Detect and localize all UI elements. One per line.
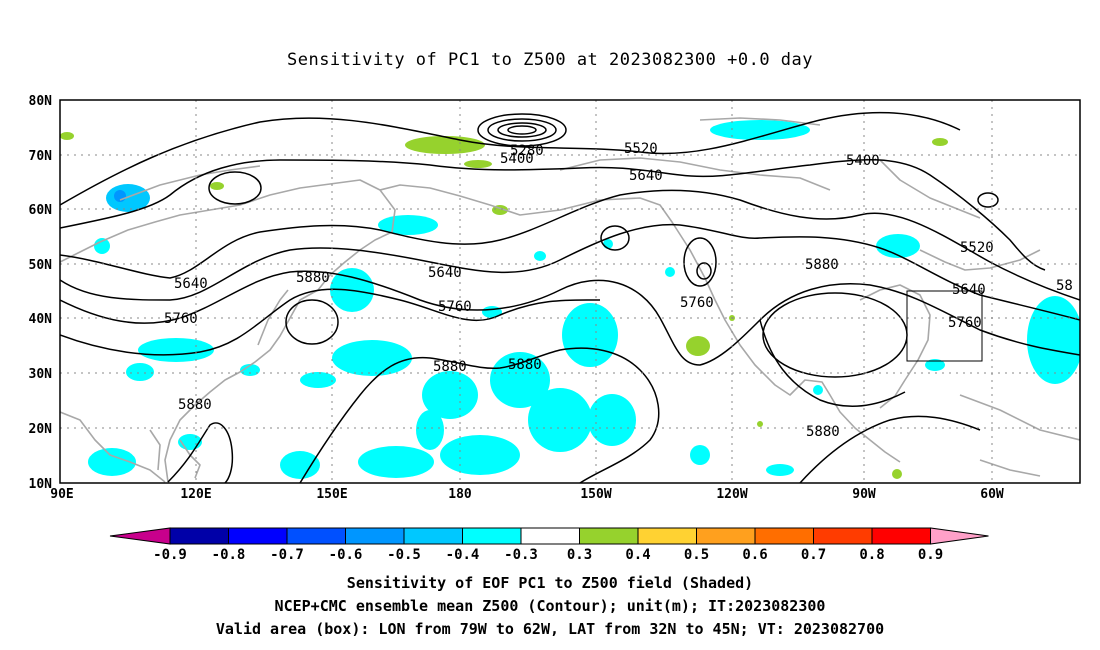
colorbar-swatch (403, 527, 463, 545)
contour-label: 5760 (438, 299, 472, 315)
colorbar-tick-label: -0.9 (153, 547, 187, 563)
contour-label: 5640 (428, 265, 462, 281)
contour-label: 5760 (164, 311, 198, 327)
colorbar-tick-label: -0.4 (446, 547, 480, 563)
contour-label: 5280 (510, 143, 544, 159)
colorbar-right-arrow (930, 527, 989, 545)
colorbar-swatch (520, 527, 580, 545)
lat-tick-label: 20N (29, 422, 53, 437)
valid-area-box (906, 290, 983, 362)
contour-label: 5640 (952, 282, 986, 298)
lat-tick-label: 70N (29, 149, 53, 164)
colorbar-swatch (462, 527, 522, 545)
lat-tick-label: 30N (29, 367, 53, 382)
contour-label: 5640 (629, 168, 663, 184)
contour-label: 5880 (433, 359, 467, 375)
colorbar-tick-label: 0.3 (567, 547, 592, 563)
colorbar-tick-label: -0.5 (387, 547, 421, 563)
colorbar-tick-label: 0.5 (684, 547, 709, 563)
colorbar-swatch (871, 527, 931, 545)
colorbar-tick-label: 0.4 (625, 547, 650, 563)
colorbar: -0.9 -0.8 -0.7 -0.6 -0.5 -0.4 -0.3 0.3 0.4 0.5 0.6… (109, 527, 989, 563)
lat-lon-grid (60, 100, 1080, 483)
colorbar-tick-label: -0.8 (212, 547, 246, 563)
colorbar-tick-label: -0.3 (504, 547, 538, 563)
lon-tick-label: 120E (180, 487, 211, 502)
colorbar-tick-label: 0.8 (859, 547, 884, 563)
lon-tick-label: 180 (448, 487, 472, 502)
lat-tick-label: 60N (29, 203, 53, 218)
contour-label: 5880 (296, 270, 330, 286)
contour-label: 58 (1056, 278, 1073, 294)
colorbar-tick-label: -0.6 (329, 547, 363, 563)
contour-label: 5520 (624, 141, 658, 157)
contour-label: 5760 (680, 295, 714, 311)
caption-line-3: Valid area (box): LON from 79W to 62W, L… (215, 620, 885, 638)
colorbar-swatch (637, 527, 697, 545)
chart-title: Sensitivity of PC1 to Z500 at 2023082300… (286, 50, 813, 70)
colorbar-tick-label: 0.9 (918, 547, 943, 563)
lat-axis: 80N 70N 60N 50N 40N 30N 20N 10N (29, 94, 53, 492)
colorbar-tick-label: 0.6 (742, 547, 767, 563)
colorbar-swatch (228, 527, 288, 545)
colorbar-swatch (345, 527, 405, 545)
colorbar-swatch (169, 527, 229, 545)
contour-label: 5640 (174, 276, 208, 292)
lon-tick-label: 120W (716, 487, 747, 502)
lon-tick-label: 150E (316, 487, 347, 502)
lon-tick-label: 150W (580, 487, 611, 502)
contour-label: 5400 (500, 151, 534, 167)
colorbar-swatch (286, 527, 346, 545)
colorbar-swatch (696, 527, 756, 545)
colorbar-tick-label: -0.7 (270, 547, 304, 563)
caption-line-1: Sensitivity of EOF PC1 to Z500 field (Sh… (346, 574, 754, 592)
lon-axis: 90E 120E 150E 180 150W 120W 90W 60W (50, 487, 1004, 502)
z500-contours (60, 111, 1080, 483)
colorbar-swatch (813, 527, 873, 545)
contour-label: 5880 (805, 257, 839, 273)
caption-line-2: NCEP+CMC ensemble mean Z500 (Contour); u… (274, 597, 826, 615)
contour-label: 5520 (960, 240, 994, 256)
positive-sensitivity-shading (60, 132, 948, 479)
colorbar-swatch (754, 527, 814, 545)
contour-label-group: 5280 5400 5520 5640 5400 5640 5520 5880 … (164, 141, 1073, 440)
lon-tick-label: 60W (980, 487, 1004, 502)
lon-tick-label: 90E (50, 487, 73, 502)
lat-tick-label: 80N (29, 94, 53, 109)
contour-label: 5760 (948, 315, 982, 331)
colorbar-left-arrow (109, 527, 171, 545)
colorbar-swatch (579, 527, 639, 545)
lat-tick-label: 50N (29, 258, 53, 273)
contour-label: 5400 (846, 153, 880, 169)
lat-tick-label: 40N (29, 312, 53, 327)
colorbar-tick-label: 0.7 (801, 547, 826, 563)
map-frame (59, 99, 1081, 484)
lon-tick-label: 90W (852, 487, 876, 502)
contour-label: 5880 (508, 357, 542, 373)
lat-tick-label: 10N (29, 477, 53, 492)
contour-label: 5880 (806, 424, 840, 440)
contour-label: 5880 (178, 397, 212, 413)
